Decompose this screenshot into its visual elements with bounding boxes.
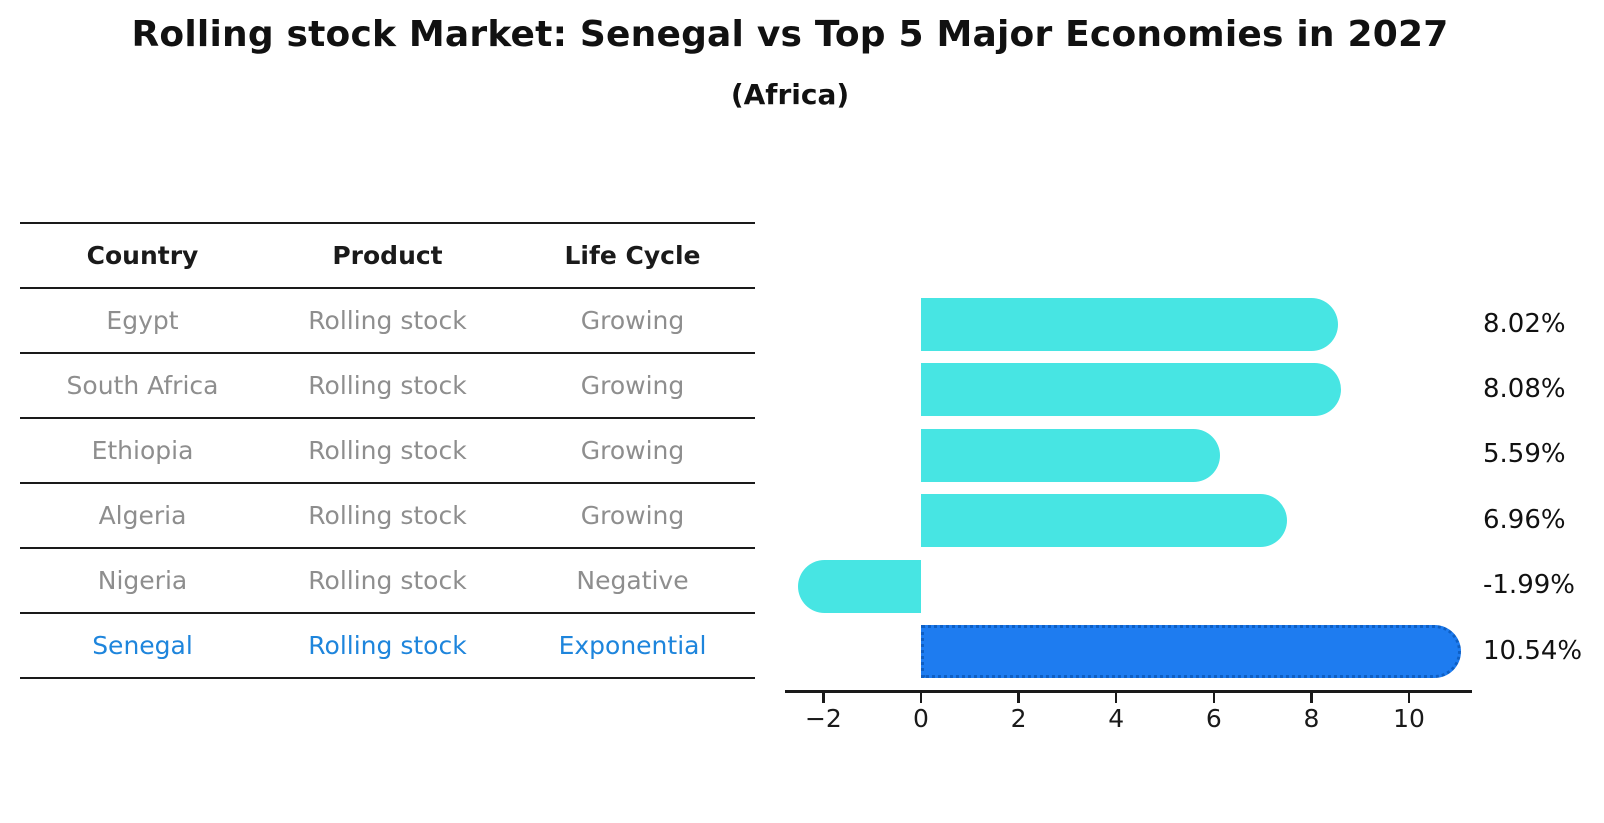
table-header-life-cycle: Life Cycle <box>564 241 701 270</box>
table-row-ethiopia: Ethiopia Rolling stock Growing <box>20 419 755 484</box>
product-cell: Rolling stock <box>308 501 467 530</box>
x-axis-tick-label: 0 <box>913 704 929 733</box>
bar-egypt <box>921 298 1339 351</box>
x-axis-tick <box>822 693 825 703</box>
x-axis-tick-label: 6 <box>1205 704 1222 733</box>
table-row-egypt: Egypt Rolling stock Growing <box>20 289 755 354</box>
value-label-egypt: 8.02% <box>1483 308 1566 339</box>
country-cell: South Africa <box>66 371 219 400</box>
chart-title: Rolling stock Market: Senegal vs Top 5 M… <box>131 14 1449 55</box>
country-cell: Nigeria <box>97 566 188 595</box>
life-cycle-cell: Growing <box>580 371 685 400</box>
value-label-ethiopia: 5.59% <box>1483 439 1566 470</box>
bar-ethiopia <box>921 428 1220 482</box>
x-axis-tick <box>1407 693 1411 703</box>
table-header-row: Country Product Life Cycle <box>20 222 755 289</box>
value-label-senegal: 10.54% <box>1483 635 1583 666</box>
product-cell: Rolling stock <box>308 371 467 400</box>
product-cell: Rolling stock <box>308 631 467 660</box>
x-axis-tick <box>1310 693 1313 703</box>
x-axis-tick <box>1212 693 1216 703</box>
x-axis-tick-label: 4 <box>1108 704 1125 733</box>
country-cell: Egypt <box>106 306 179 335</box>
table-row-nigeria: Nigeria Rolling stock Negative <box>20 549 755 614</box>
country-cell: Senegal <box>92 631 193 660</box>
life-cycle-cell: Exponential <box>558 631 707 660</box>
value-label-algeria: 6.96% <box>1483 504 1566 535</box>
x-axis-tick-label: 2 <box>1010 704 1027 733</box>
table-row-south-africa: South Africa Rolling stock Growing <box>20 354 755 419</box>
product-cell: Rolling stock <box>308 566 467 595</box>
table-row-senegal: Senegal Rolling stock Exponential <box>20 614 755 679</box>
x-axis-tick <box>1114 693 1118 703</box>
country-cell: Algeria <box>98 501 187 530</box>
x-axis-tick <box>919 693 923 703</box>
x-axis-tick-label: 8 <box>1303 704 1320 733</box>
value-label-south-africa: 8.08% <box>1483 373 1566 404</box>
product-cell: Rolling stock <box>308 306 467 335</box>
country-table: Country Product Life Cycle Egypt Rolling st… <box>20 222 755 679</box>
value-label-nigeria: -1.99% <box>1483 570 1575 601</box>
product-cell: Rolling stock <box>308 436 467 465</box>
bar-senegal <box>921 625 1462 678</box>
table-row-algeria: Algeria Rolling stock Growing <box>20 484 755 549</box>
x-axis-tick-label: 10 <box>1393 704 1425 733</box>
x-axis-tick-label: −2 <box>804 704 842 733</box>
x-axis-line <box>785 690 1472 693</box>
chart-subtitle: (Africa) <box>730 78 850 111</box>
life-cycle-cell: Growing <box>580 306 685 335</box>
country-cell: Ethiopia <box>91 436 194 465</box>
bar-nigeria <box>797 559 921 613</box>
life-cycle-cell: Growing <box>580 436 685 465</box>
x-axis-tick <box>1017 693 1020 703</box>
table-header-country: Country <box>86 241 199 270</box>
life-cycle-cell: Growing <box>580 501 685 530</box>
table-body: Egypt Rolling stock Growing South Africa Rol… <box>20 289 755 679</box>
bar-south-africa <box>921 363 1342 417</box>
life-cycle-cell: Negative <box>576 566 689 595</box>
bar-algeria <box>921 494 1287 548</box>
table-header-product: Product <box>332 241 443 270</box>
